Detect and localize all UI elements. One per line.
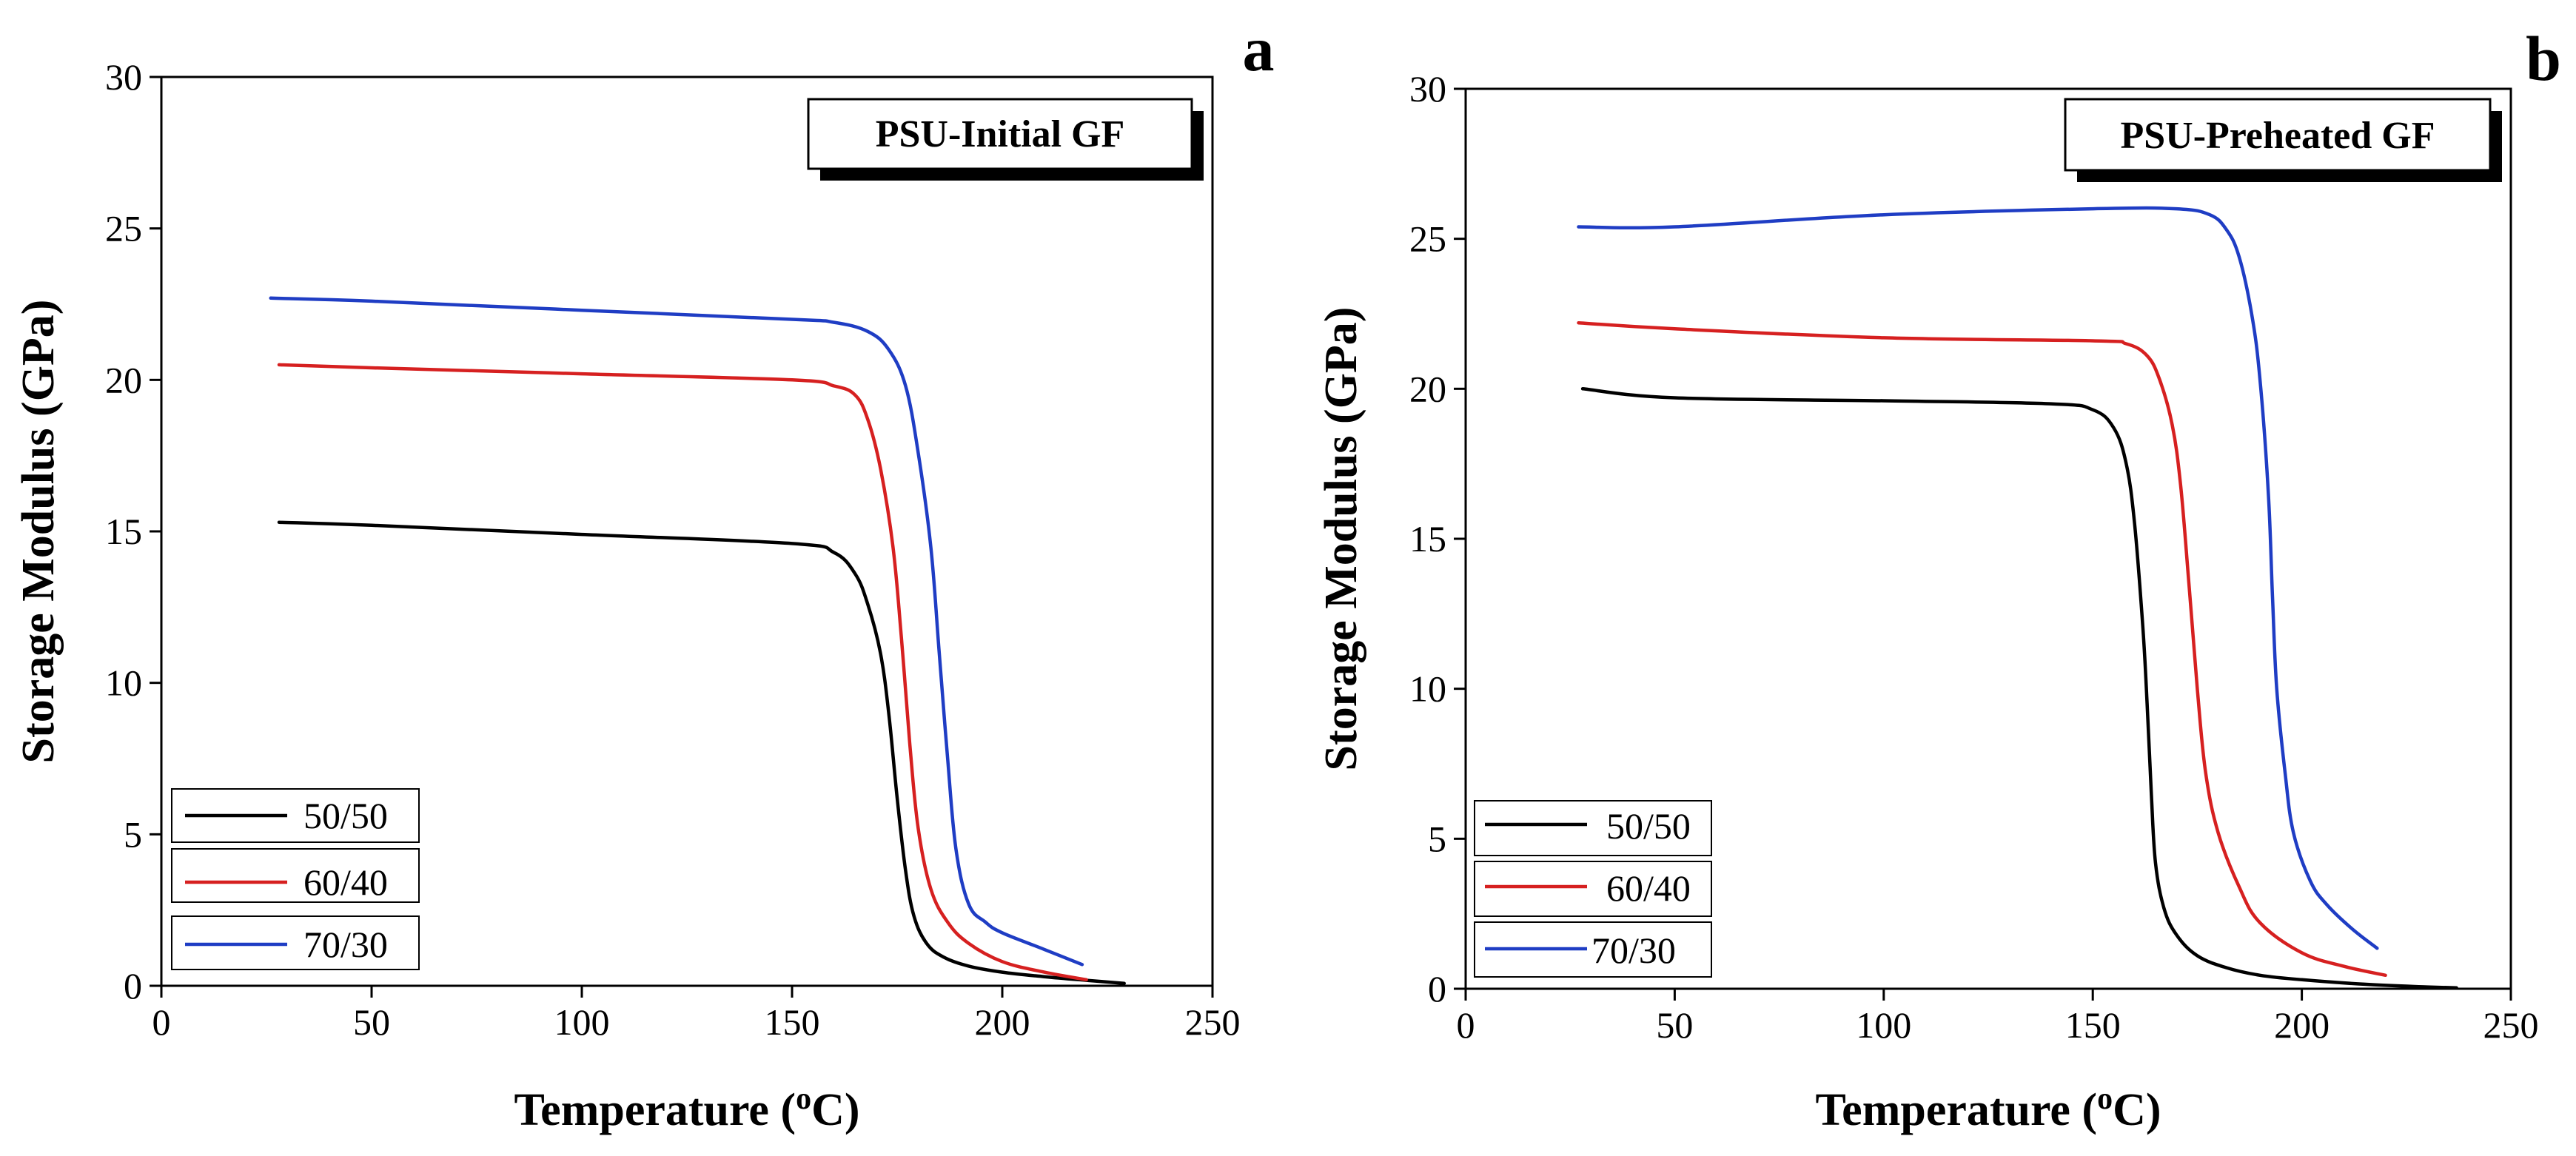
- panel-a-plot-frame: [160, 75, 1214, 987]
- panel-b-legend-box-2: [1474, 861, 1712, 917]
- panel-b-series-70-30-line: [1577, 206, 2379, 950]
- panel-b-legend-label-1: 50/50: [1606, 805, 1691, 847]
- panel-a-series-70-30-line: [269, 296, 1084, 967]
- panel-a-legend-label-3: 70/30: [303, 924, 388, 965]
- panel-a-y-tick-label-6: 30: [105, 56, 142, 98]
- panel-b-y-tick-label-1: 5: [1428, 818, 1446, 859]
- panel-a-x-tick-label-5: 250: [1185, 1001, 1241, 1043]
- panel-a-series-50-50-line: [277, 520, 1126, 985]
- panel-b-badge-box: [2064, 98, 2492, 172]
- panel-b-x-tick-label-0: 0: [1457, 1004, 1475, 1046]
- panel-b-x-tick-label-5: 250: [2483, 1004, 2539, 1046]
- panel-b-y-tick-label-0: 0: [1428, 968, 1446, 1009]
- panel-a-x-tick-label-4: 200: [975, 1001, 1030, 1043]
- panel-a-y-tick-label-0: 0: [124, 965, 142, 1007]
- panel-a-legend-label-2: 60/40: [303, 861, 388, 903]
- panel-a-x-axis-title: Temperature (oC): [514, 1082, 860, 1135]
- panel-b-series-50-50-line: [1580, 387, 2458, 990]
- chart-panel-b: 0 50 100 150 200 250 0 5 10 15 20 25 30 b PSU-Prehea…: [1316, 23, 2561, 1135]
- panel-a-y-tick-label-5: 25: [105, 208, 142, 249]
- panel-a-x-tick-label-0: 0: [152, 1001, 171, 1043]
- panel-b-x-tick-label-1: 50: [1656, 1004, 1693, 1046]
- panel-a-y-tick-label-1: 5: [124, 813, 142, 855]
- panel-a-badge-text: PSU-Initial GF: [876, 113, 1125, 155]
- panel-b-letter: b: [2526, 23, 2561, 94]
- panel-a-ticks-group: 0 50 100 150 200 250 0 5 10 15 20 25 30: [105, 56, 1241, 1043]
- panel-b-y-tick-label-3: 15: [1409, 518, 1446, 559]
- panel-b-y-tick-label-2: 10: [1409, 668, 1446, 710]
- panel-a-y-tick-label-3: 15: [105, 511, 142, 552]
- panel-a-legend-box-2: [171, 848, 420, 903]
- chart-panel-a: 0 50 100 150 200 250 0 5 10 15 20 25 30 a PSU-Initia…: [13, 13, 1275, 1135]
- panel-a-badge-box: [807, 98, 1193, 170]
- panel-b-ticks-group: 0 50 100 150 200 250 0 5 10 15 20 25 30: [1409, 68, 2539, 1046]
- panel-a-x-tick-label-3: 150: [765, 1001, 820, 1043]
- panel-a-y-axis-title: Storage Modulus (GPa): [13, 300, 64, 764]
- panel-a-y-tick-label-4: 20: [105, 359, 142, 400]
- panel-b-y-tick-label-6: 30: [1409, 68, 1446, 110]
- panel-b-plot-frame: [1464, 87, 2512, 990]
- panel-a-letter: a: [1243, 13, 1275, 84]
- panel-b-series-group: [1577, 206, 2458, 990]
- panel-a-series-60-40-line: [277, 363, 1088, 982]
- panel-a-series-group: [269, 296, 1126, 985]
- panel-b-x-tick-label-2: 100: [1856, 1004, 1911, 1046]
- panel-a-x-tick-label-2: 100: [554, 1001, 610, 1043]
- panel-b-x-axis-title: Temperature (oC): [1816, 1082, 2161, 1135]
- panel-a-legend: 50/50 60/40 70/30: [171, 788, 420, 970]
- panel-b-legend-label-2: 60/40: [1606, 867, 1691, 909]
- panel-b-legend: 50/50 60/40 70/30: [1474, 800, 1712, 978]
- panel-b-y-axis-title: Storage Modulus (GPa): [1316, 307, 1366, 771]
- panel-b-x-tick-label-4: 200: [2274, 1004, 2330, 1046]
- panel-b-x-tick-label-3: 150: [2065, 1004, 2121, 1046]
- panel-b-legend-box-1: [1474, 800, 1712, 856]
- panel-b-y-tick-label-4: 20: [1409, 368, 1446, 409]
- panel-b-series-60-40-line: [1577, 320, 2387, 978]
- panel-b-legend-label-3: 70/30: [1591, 930, 1676, 971]
- panel-a-x-tick-label-1: 50: [353, 1001, 390, 1043]
- panel-b-badge-text: PSU-Preheated GF: [2120, 115, 2435, 157]
- panel-a-legend-label-1: 50/50: [303, 795, 388, 836]
- panel-b-y-tick-label-5: 25: [1409, 218, 1446, 260]
- panel-a-y-tick-label-2: 10: [105, 662, 142, 704]
